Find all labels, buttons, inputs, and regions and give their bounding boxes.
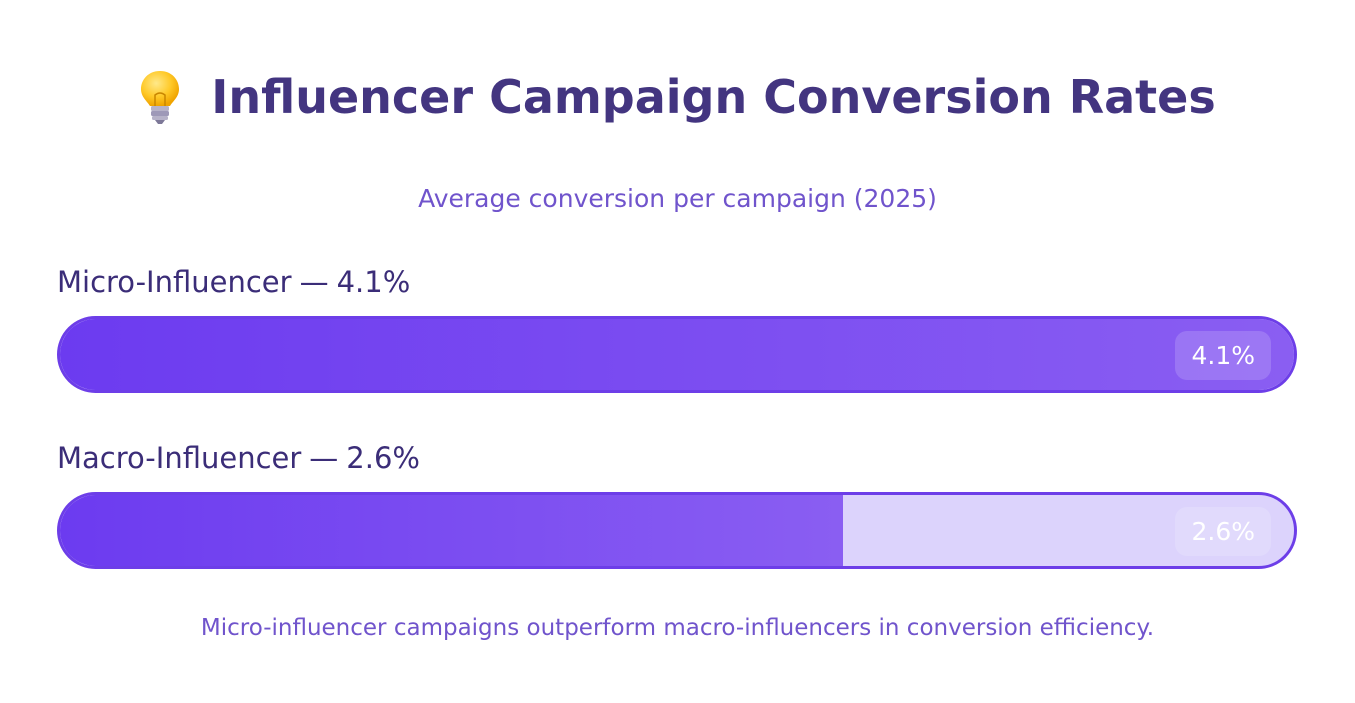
chart-title: Influencer Campaign Conversion Rates [211,70,1216,124]
chart-footnote: Micro-influencer campaigns outperform ma… [200,615,1155,641]
bar-category-label: Macro-Influencer [57,441,302,475]
bar-value-badge: 4.1% [1175,331,1271,380]
lightbulb-icon [141,71,180,124]
bar-label-micro-influencer: Micro-Influencer —4.1% [57,265,410,299]
bar-value-label: 4.1% [336,265,411,299]
bar-label-separator: — [299,265,329,299]
bar-value-badge: 2.6% [1175,507,1271,556]
bar-track-macro-influencer: 2.6% [57,492,1297,569]
bar-value-label: 2.6% [346,441,420,475]
title-row: Influencer Campaign Conversion Rates [0,62,1355,132]
bar-track-micro-influencer: 4.1% [57,316,1297,393]
bar-fill-macro-influencer [60,495,843,566]
chart-subtitle: Average conversion per campaign (2025) [418,184,937,213]
bar-fill-micro-influencer [60,319,1294,390]
bar-label-separator: — [309,441,339,475]
bar-label-macro-influencer: Macro-Influencer —2.6% [57,441,420,475]
bar-category-label: Micro-Influencer [57,265,292,299]
